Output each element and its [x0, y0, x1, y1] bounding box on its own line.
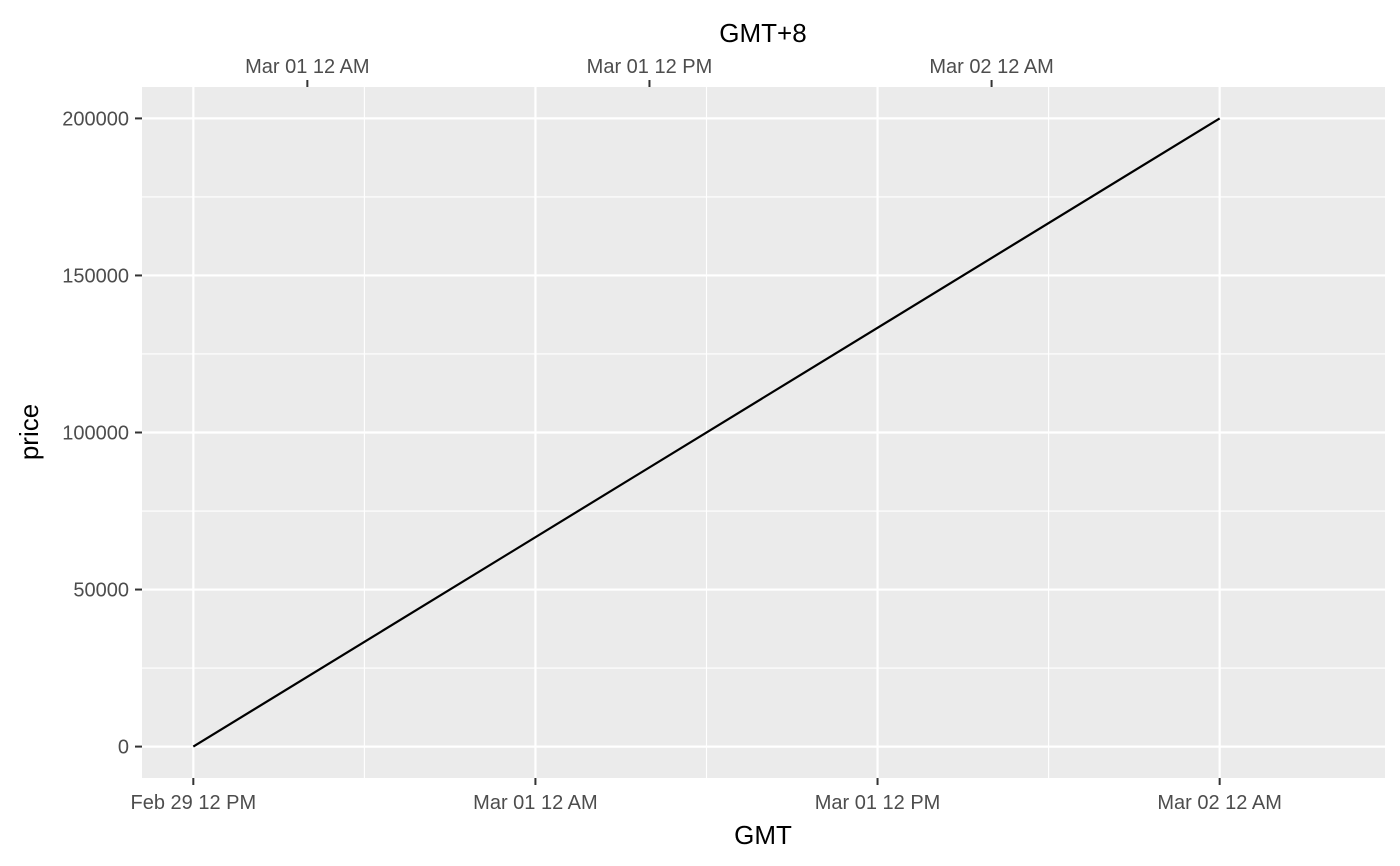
- y-axis-title: price: [14, 404, 44, 460]
- x-tick-label: Feb 29 12 PM: [131, 792, 257, 814]
- y-tick-label: 100000: [62, 423, 129, 445]
- x-axis-bottom: Feb 29 12 PM Mar 01 12 AM Mar 01 12 PM Mar …: [131, 778, 1282, 814]
- x-tick-label: Mar 01 12 AM: [473, 792, 598, 814]
- y-tick-label: 50000: [73, 580, 129, 602]
- x2-tick-label: Mar 02 12 AM: [929, 56, 1054, 78]
- x2-axis-title: GMT+8: [719, 18, 806, 48]
- series-layer: [192, 117, 1221, 748]
- major-gridlines: [142, 87, 1385, 778]
- y-tick-label: 0: [118, 737, 129, 759]
- x2-tick-label: Mar 01 12 PM: [587, 56, 713, 78]
- y-tick-label: 150000: [62, 265, 129, 287]
- x-tick-label: Mar 02 12 AM: [1157, 792, 1282, 814]
- y-tick-label: 200000: [62, 108, 129, 130]
- series-line: [192, 117, 1221, 748]
- x-axis-title: GMT: [734, 820, 792, 850]
- x-tick-label: Mar 01 12 PM: [815, 792, 941, 814]
- y-axis: 0 50000 100000 150000 200000: [62, 108, 142, 759]
- x-axis-top: Mar 01 12 AM Mar 01 12 PM Mar 02 12 AM: [245, 56, 1054, 87]
- x2-tick-label: Mar 01 12 AM: [245, 56, 370, 78]
